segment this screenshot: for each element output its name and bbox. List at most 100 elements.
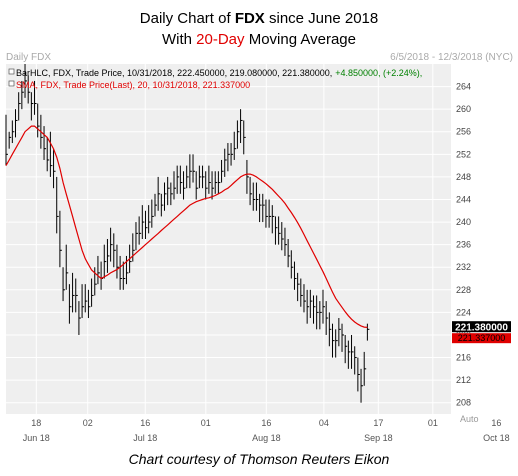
price-bar [119, 255, 123, 290]
price-bar [303, 284, 306, 313]
price-bar [75, 278, 78, 313]
price-bar [243, 120, 246, 155]
y-tick-label: 248 [456, 172, 471, 182]
price-bar [122, 261, 126, 290]
price-bar [68, 284, 72, 324]
price-bar [94, 267, 97, 296]
price-bar [160, 193, 164, 217]
legend-sma-marker [8, 80, 15, 87]
price-bar [202, 165, 205, 189]
y-tick-label: 256 [456, 127, 471, 137]
y-axis-auto-label: Auto [460, 414, 479, 424]
y-tick-label: 228 [456, 285, 471, 295]
price-bar [148, 205, 151, 234]
price-bar [43, 126, 47, 160]
price-bar [227, 143, 230, 172]
price-bar [195, 171, 199, 200]
x-month-label: Sep 18 [364, 433, 393, 443]
price-bar [230, 143, 234, 166]
price-bar [24, 64, 28, 98]
price-bar [135, 222, 138, 251]
price-bar [37, 103, 40, 138]
price-bar [224, 148, 227, 177]
price-bar [106, 239, 110, 273]
price-bar [357, 357, 360, 392]
price-bar [167, 176, 170, 206]
sma-line [5, 125, 368, 328]
x-tick-label: 01 [201, 418, 211, 428]
price-bar [176, 165, 180, 194]
price-bar [351, 334, 354, 369]
price-bar [366, 323, 370, 341]
price-bar [293, 261, 297, 290]
y-tick-label: 216 [456, 353, 471, 363]
price-bar [341, 323, 345, 352]
price-bar [221, 159, 224, 183]
price-bar [46, 137, 50, 172]
price-bar [49, 131, 53, 177]
y-tick-label: 252 [456, 149, 471, 159]
price-bar [91, 278, 94, 307]
price-bar [97, 255, 100, 285]
x-month-label: Jul 18 [133, 433, 157, 443]
sma-price-box [452, 333, 511, 344]
price-bar [59, 210, 62, 268]
y-axis-panel [451, 64, 512, 414]
price-bar [189, 154, 192, 189]
price-bar [236, 120, 240, 149]
price-bar [87, 289, 91, 319]
sma-price-label: 221.337000 [458, 333, 506, 343]
price-bar [81, 284, 85, 319]
plot-area [6, 64, 451, 414]
price-bar [322, 289, 325, 324]
price-bar [198, 165, 202, 189]
price-bar [170, 182, 173, 206]
price-bar [360, 368, 364, 403]
x-tick-label: 17 [373, 418, 383, 428]
price-bar [34, 80, 37, 115]
price-bar [309, 289, 313, 319]
price-bar [110, 227, 113, 262]
price-bar [138, 216, 142, 245]
price-bar [30, 92, 34, 121]
price-bar [316, 295, 319, 330]
price-bar [65, 244, 69, 290]
y-tick-label: 236 [456, 240, 471, 250]
chart-header-left: Daily FDX [6, 52, 51, 63]
price-bar [290, 250, 294, 279]
price-bar [192, 154, 196, 183]
price-bar [325, 301, 329, 335]
price-bar [173, 171, 177, 200]
price-bar [154, 193, 157, 217]
price-bar [113, 233, 116, 268]
price-bar [312, 295, 316, 324]
y-tick-label: 240 [456, 217, 471, 227]
y-tick-label: 244 [456, 194, 471, 204]
price-bar [252, 182, 256, 211]
chart-caption: Chart courtesy of Thomson Reuters Eikon [128, 451, 390, 467]
price-bar [287, 239, 291, 268]
price-bar [205, 171, 208, 200]
y-tick-label: 224 [456, 307, 471, 317]
price-bar [18, 92, 21, 121]
price-bar [183, 171, 186, 200]
x-tick-label: 04 [319, 418, 329, 428]
legend-bar-marker [8, 68, 15, 75]
y-tick-label: 208 [456, 398, 471, 408]
x-tick-label: 01 [428, 418, 438, 428]
price-bar [262, 193, 265, 223]
price-bar [265, 199, 268, 228]
chart-header-right: 6/5/2018 - 12/3/2018 (NYC) [390, 52, 513, 63]
price-bar [103, 244, 107, 279]
ma-period-label: 20-Day [196, 31, 245, 48]
x-tick-label: 18 [31, 418, 41, 428]
price-bar [116, 244, 119, 279]
price-bar [271, 205, 275, 234]
price-bar [11, 120, 15, 144]
y-tick-label: 260 [456, 104, 471, 114]
y-tick-label: 232 [456, 262, 471, 272]
price-bar [338, 318, 341, 347]
last-price-box [452, 321, 511, 333]
last-price-label: 221.380000 [455, 323, 508, 334]
x-month-label: Oct 18 [483, 433, 510, 443]
